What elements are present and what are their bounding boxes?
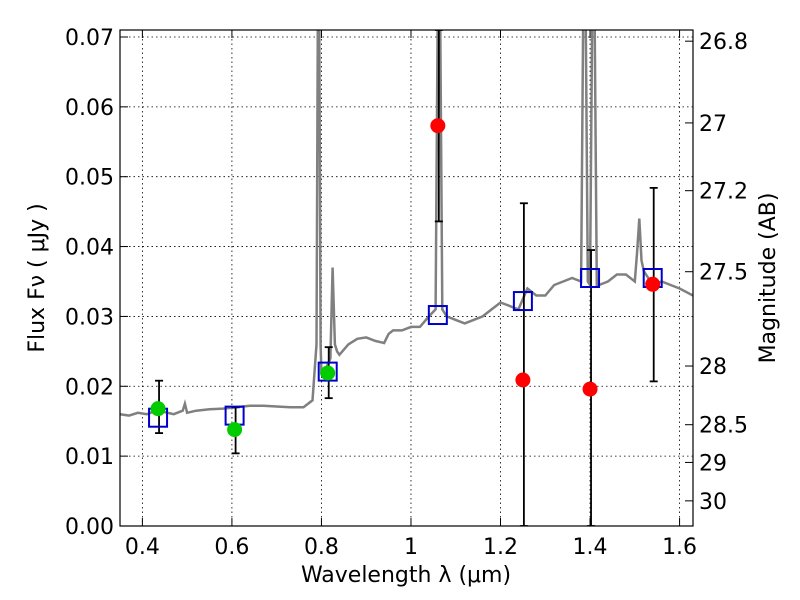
y-tick-label: 0.04	[65, 236, 114, 261]
observed-point	[645, 276, 661, 292]
y-tick-label: 0.06	[65, 96, 114, 121]
x-axis-title: Wavelength λ (μm)	[301, 563, 511, 588]
observed-point	[430, 118, 446, 134]
y2-tick-label: 26.8	[699, 30, 748, 55]
model-photometry-square	[224, 405, 245, 426]
observed-point	[227, 422, 243, 438]
y-axis-title: Flux Fν ( μJy )	[25, 203, 50, 352]
model-photometry-square	[512, 291, 533, 312]
y2-tick-label: 27.5	[699, 261, 748, 286]
y2-tick-label: 28.5	[699, 414, 748, 439]
model-photometry-square	[427, 305, 448, 326]
plot-frame	[119, 29, 694, 527]
observed-point	[150, 401, 166, 417]
x-tick-label: 1.2	[483, 535, 518, 560]
observed-point	[582, 381, 598, 397]
x-tick-label: 0.4	[125, 535, 160, 560]
observed-point	[320, 365, 336, 381]
grid	[120, 30, 693, 527]
y-tick-label: 0.03	[65, 305, 114, 330]
y-tick-label: 0.02	[65, 375, 114, 400]
observed-points	[150, 118, 661, 438]
model-photometry-square	[580, 268, 601, 288]
y2-tick-label: 28	[699, 355, 727, 380]
y2-axis-ticks: 26.8 27 27.2 27.5 28 28.5 29 30	[685, 30, 748, 515]
x-tick-label: 0.8	[304, 535, 339, 560]
x-tick-label: 1.4	[573, 535, 608, 560]
y2-tick-label: 30	[699, 490, 727, 515]
y2-tick-label: 29	[699, 451, 727, 476]
x-tick-label: 0.6	[214, 535, 249, 560]
spectrum-line	[120, 30, 693, 417]
y-tick-label: 0.00	[65, 515, 114, 540]
x-axis-ticks: 0.4 0.6 0.8 1 1.2 1.4 1.6	[125, 30, 697, 560]
x-tick-label: 1	[404, 535, 418, 560]
y-axis-ticks: 0.00 0.01 0.02 0.03 0.04 0.05 0.06 0.07	[65, 26, 128, 540]
model-photometry-square	[317, 361, 338, 382]
observed-point	[515, 372, 531, 388]
y2-tick-label: 27.2	[699, 180, 748, 205]
y-tick-label: 0.05	[65, 166, 114, 191]
y2-axis-title: Magnitude (AB)	[756, 193, 781, 364]
model-photometry-squares	[148, 268, 663, 428]
y2-tick-label: 27	[699, 112, 727, 137]
x-tick-label: 1.6	[662, 535, 697, 560]
y-tick-label: 0.01	[65, 445, 114, 470]
y-tick-label: 0.07	[65, 26, 114, 51]
